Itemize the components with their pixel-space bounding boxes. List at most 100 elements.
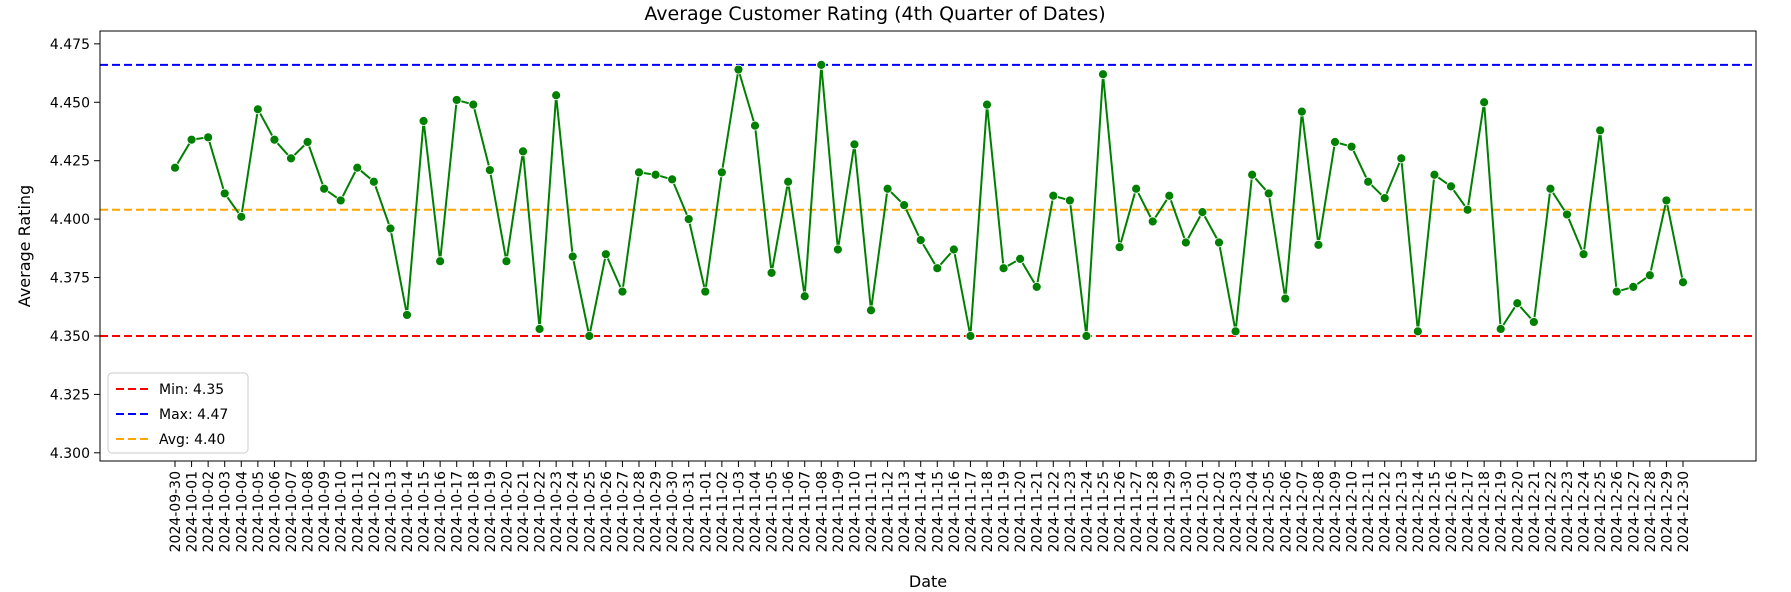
data-point — [551, 90, 562, 101]
data-point — [1495, 324, 1506, 334]
x-tick-label: 2024-11-04 — [748, 471, 764, 552]
data-point — [236, 211, 247, 222]
x-tick-label: 2024-10-26 — [599, 471, 615, 552]
data-point — [518, 146, 528, 157]
data-point — [1611, 286, 1622, 297]
data-point — [1446, 181, 1456, 192]
data-point — [799, 291, 810, 302]
x-tick-label: 2024-10-30 — [665, 471, 681, 552]
x-tick-label: 2024-11-02 — [715, 471, 731, 552]
data-point — [982, 99, 992, 110]
x-tick-label: 2024-10-19 — [483, 471, 499, 552]
y-tick-label: 4.425 — [50, 154, 90, 170]
data-point — [1479, 97, 1490, 108]
data-point — [1197, 207, 1208, 218]
data-point — [1346, 141, 1357, 152]
data-point — [1363, 176, 1374, 187]
x-tick-label: 2024-12-18 — [1477, 471, 1493, 552]
data-point — [451, 95, 462, 105]
x-tick-label: 2024-11-17 — [963, 471, 979, 552]
y-axis-label: Average Rating — [15, 185, 34, 307]
legend-label: Max: 4.47 — [159, 407, 228, 423]
x-tick-label: 2024-10-24 — [566, 471, 582, 552]
legend: Min: 4.35 Max: 4.47 Avg: 4.40 — [107, 372, 249, 454]
data-point — [352, 162, 363, 173]
data-point — [866, 305, 876, 316]
x-tick-label: 2024-12-26 — [1610, 471, 1626, 552]
data-point — [418, 116, 429, 126]
data-point — [766, 267, 777, 278]
data-point — [1031, 281, 1042, 292]
data-point — [1562, 209, 1572, 220]
x-tick-label: 2024-11-10 — [847, 471, 863, 552]
data-point — [650, 169, 661, 180]
x-tick-label: 2024-11-19 — [997, 471, 1013, 552]
x-tick-label: 2024-10-17 — [450, 471, 466, 552]
data-point — [667, 174, 678, 185]
data-point — [1214, 237, 1224, 248]
x-tick-label: 2024-12-30 — [1676, 471, 1692, 552]
data-point — [1164, 190, 1175, 201]
data-point — [1528, 317, 1539, 327]
x-tick-label: 2024-10-22 — [533, 471, 549, 552]
data-point — [882, 183, 893, 194]
x-tick-label: 2024-10-28 — [632, 471, 648, 552]
x-tick-label: 2024-11-24 — [1079, 471, 1095, 552]
data-point — [915, 235, 926, 246]
x-tick-label: 2024-10-11 — [350, 471, 366, 552]
data-point — [1147, 216, 1158, 227]
x-tick-label: 2024-11-06 — [781, 471, 797, 552]
x-tick-label: 2024-11-12 — [881, 471, 897, 552]
data-point — [1064, 195, 1075, 206]
data-point — [1280, 293, 1291, 304]
data-point — [402, 310, 412, 320]
x-tick-label: 2024-12-11 — [1361, 471, 1377, 552]
y-tick-label: 4.400 — [50, 212, 90, 228]
data-point — [1296, 106, 1307, 117]
x-tick-label: 2024-12-25 — [1593, 471, 1609, 552]
legend-label: Avg: 4.40 — [159, 432, 225, 448]
x-tick-label: 2024-12-23 — [1560, 471, 1576, 552]
data-point — [965, 331, 976, 341]
x-tick-label: 2024-11-25 — [1096, 471, 1112, 552]
x-tick-label: 2024-12-24 — [1577, 471, 1593, 552]
x-tick-label: 2024-11-07 — [798, 471, 814, 552]
data-point — [1644, 270, 1655, 281]
x-tick-label: 2024-10-27 — [615, 471, 631, 552]
data-point — [700, 286, 711, 297]
x-tick-label: 2024-12-05 — [1262, 471, 1278, 552]
data-point — [534, 324, 545, 334]
data-point — [584, 331, 595, 341]
x-tick-label: 2024-11-14 — [914, 471, 930, 552]
data-point — [1015, 253, 1026, 264]
x-tick-label: 2024-11-23 — [1063, 471, 1079, 552]
data-point — [1114, 242, 1125, 253]
x-tick-label: 2024-12-15 — [1427, 471, 1443, 552]
data-point — [203, 132, 214, 143]
data-point — [484, 165, 495, 175]
data-point — [1048, 190, 1059, 201]
data-point — [219, 188, 230, 199]
x-tick-label: 2024-10-25 — [582, 471, 598, 552]
data-point — [634, 167, 644, 178]
x-tick-label: 2024-12-07 — [1295, 471, 1311, 552]
x-tick-label: 2024-12-16 — [1444, 471, 1460, 552]
x-tick-label: 2024-10-16 — [433, 471, 449, 552]
x-tick-label: 2024-10-12 — [367, 471, 383, 552]
data-point — [998, 263, 1009, 274]
data-point — [1462, 204, 1473, 215]
data-point — [932, 263, 943, 274]
data-point — [1396, 153, 1407, 164]
data-point — [1545, 183, 1556, 194]
x-tick-label: 2024-11-03 — [731, 471, 747, 552]
x-tick-label: 2024-11-29 — [1162, 471, 1178, 552]
x-tick-label: 2024-11-09 — [831, 471, 847, 552]
y-tick-label: 4.325 — [50, 387, 90, 403]
x-tick-label: 2024-11-28 — [1146, 471, 1162, 552]
data-point — [849, 139, 860, 150]
data-point — [1379, 193, 1390, 203]
x-tick-label: 2024-10-09 — [317, 471, 333, 552]
data-point — [1263, 188, 1274, 199]
x-tick-label: 2024-10-18 — [466, 471, 482, 552]
